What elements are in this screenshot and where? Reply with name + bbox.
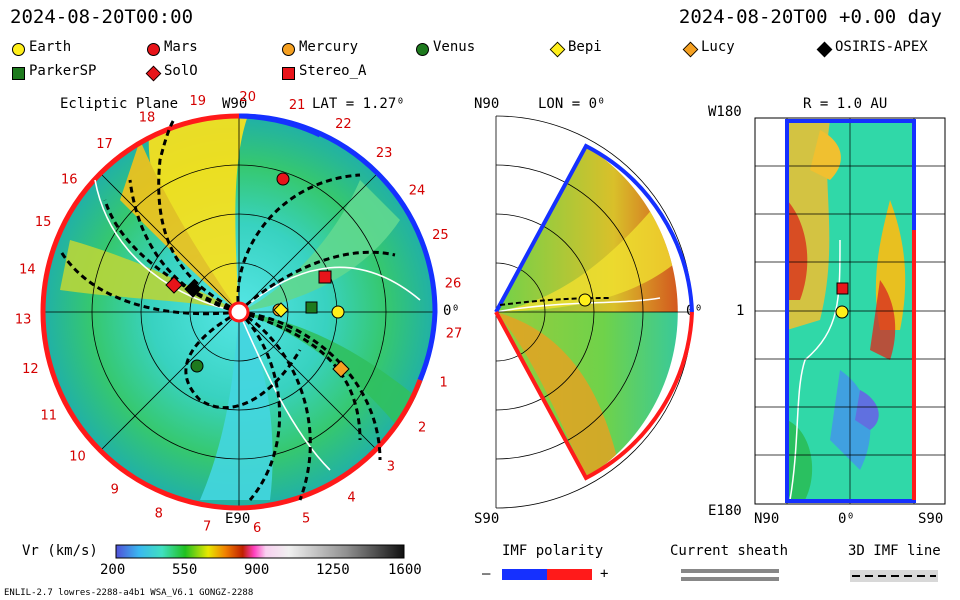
imf-negative-swatch [502,569,547,580]
earth-legend-icon [12,43,25,56]
sector-label: 10 [69,449,86,464]
mercury-legend-icon [282,43,295,56]
sector-label: 14 [19,263,36,278]
stereo-a-legend-icon [282,67,295,80]
earth-marker-synoptic [835,305,849,319]
sheath-title: Current sheath [670,543,789,559]
ecliptic-top-label: W90 [222,96,248,112]
synoptic-mid-left: 1 [736,303,745,319]
legend-label-parkersp: ParkerSP [29,63,97,79]
mars-marker [276,172,290,186]
legend-label-mars: Mars [164,39,198,55]
parkersp-marker [305,301,318,314]
synoptic-bottom-left: E180 [708,503,742,519]
legend-label-solo: SolO [164,63,198,79]
synoptic-x-left: N90 [754,511,780,527]
colorbar [115,544,405,559]
earth-marker-meridional [578,293,592,307]
sector-label: 22 [335,117,352,132]
meridional-lon: LON = 0⁰ [538,96,606,112]
lucy-marker [332,360,350,378]
sector-label: 6 [253,521,261,536]
header-left-time: 2024-08-20T00:00 [10,6,194,28]
sector-label: 18 [139,111,156,126]
legend-label-mercury: Mercury [299,39,359,55]
imf3d-title: 3D IMF line [848,543,941,559]
colorbar-tick: 200 [100,562,126,578]
synoptic-r: R = 1.0 AU [803,96,888,112]
sector-label: 13 [15,312,32,327]
ecliptic-title: Ecliptic Plane [60,96,179,112]
imf-plus: + [600,566,609,582]
stereo-a-marker [318,270,332,284]
legend-label-stereo-a: Stereo_A [299,63,367,79]
mars-legend-icon [147,43,160,56]
sector-label: 1 [439,375,447,390]
sector-labels: 19 20212223242526271234567891011121314151… [15,90,462,536]
sector-label: 24 [409,184,426,199]
parkersp-legend-icon [12,67,25,80]
sector-label: 16 [61,172,78,187]
colorbar-tick: 550 [172,562,198,578]
ecliptic-bottom-label: E90 [225,511,251,527]
colorbar-label: Vr (km/s) [22,543,98,559]
header-right-time: 2024-08-20T00 +0.00 day [678,6,942,28]
ecliptic-plane-plot [40,113,438,511]
sector-label: 4 [347,490,355,505]
sheath-line-1 [681,569,779,573]
osiris-apex-marker [184,280,202,298]
sector-label: 25 [432,228,449,243]
sector-label: 12 [22,362,39,377]
legend-label-osiris-apex: OSIRIS-APEX [835,39,928,55]
footer-model: ENLIL-2.7 lowres-2288-a4b1 WSA_V6.1 GONG… [4,588,254,598]
sector-label: 26 [445,276,462,291]
meridional-top-label: N90 [474,96,500,112]
sun-marker [228,301,250,323]
venus-legend-icon [416,43,429,56]
sector-label: 11 [41,408,58,423]
legend-label-bepi: Bepi [568,39,602,55]
synoptic-x-mid: 0⁰ [838,511,855,527]
sector-label: 20 [239,90,256,105]
imf-title: IMF polarity [502,543,604,559]
colorbar-tick: 1600 [388,562,422,578]
stereo-a-marker-synoptic [836,282,849,295]
colorbar-tick: 1250 [316,562,350,578]
sector-label: 8 [155,507,163,522]
imf-positive-swatch [547,569,592,580]
venus-marker [190,359,204,373]
legend-label-venus: Venus [433,39,476,55]
ecliptic-lat: LAT = 1.27⁰ [312,96,405,112]
synoptic-x-right: S90 [918,511,944,527]
legend-label-lucy: Lucy [701,39,735,55]
synoptic-top-left: W180 [708,104,742,120]
sector-label: 5 [302,511,310,526]
sector-label: 2 [418,421,426,436]
sheath-line-2 [681,577,779,581]
sector-label: 19 [190,94,207,109]
legend-label-earth: Earth [29,39,72,55]
sector-label: 21 [289,98,306,113]
sector-label: 15 [35,215,52,230]
synoptic-plot [754,117,946,505]
ecliptic-right-label: 0⁰ [443,303,460,319]
sector-label: 23 [376,146,393,161]
sector-label: 3 [387,460,395,475]
imf-minus: – [482,566,491,582]
earth-marker [331,305,345,319]
solo-marker [165,276,183,294]
sector-label: 7 [203,520,211,535]
colorbar-tick: 900 [244,562,270,578]
bepi-marker [273,302,289,318]
sector-label: 9 [111,483,119,498]
meridional-plot [494,115,694,509]
meridional-bottom-label: S90 [474,511,500,527]
sector-label: 27 [446,326,463,341]
sector-label: 17 [96,137,113,152]
